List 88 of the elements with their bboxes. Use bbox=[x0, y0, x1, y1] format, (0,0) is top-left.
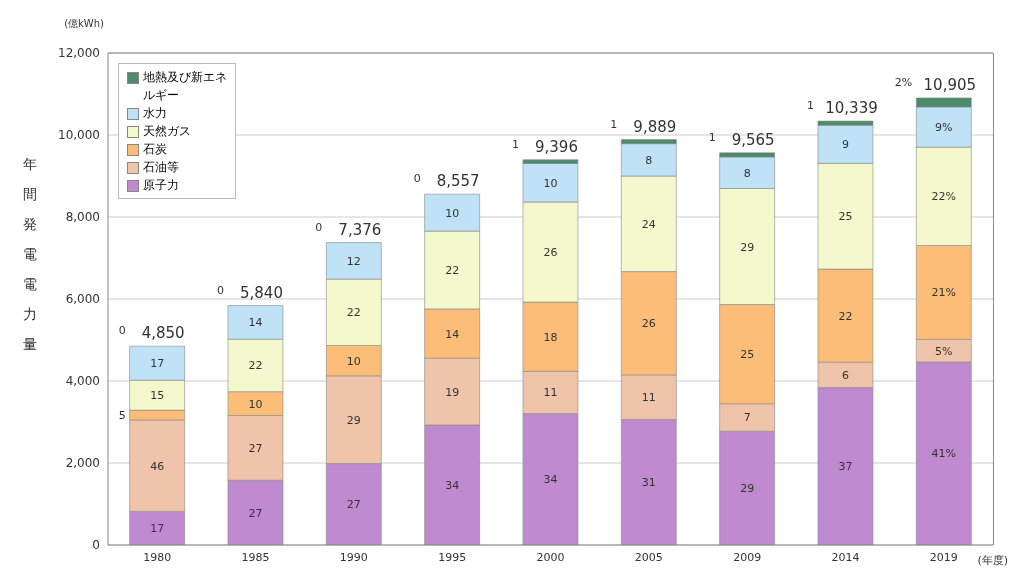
annotation: 25 bbox=[740, 348, 755, 362]
annotation: 22 bbox=[838, 309, 853, 323]
annotation: 5 bbox=[118, 409, 126, 423]
annotation: 14 bbox=[248, 316, 263, 330]
legend-label: 水力 bbox=[143, 105, 167, 122]
legend-label: 石油等 bbox=[143, 159, 179, 176]
legend-label: 天然ガス bbox=[143, 123, 191, 140]
annotation: 29 bbox=[740, 240, 755, 254]
annotation: 27 bbox=[346, 498, 361, 512]
annotation: 1 bbox=[511, 137, 519, 151]
legend-label: 地熱及び新エネルギー bbox=[143, 69, 227, 104]
annotation: 6 bbox=[842, 368, 849, 382]
annotation: 26 bbox=[543, 246, 558, 260]
annotation: 0 bbox=[315, 220, 323, 234]
annotation: 0 bbox=[413, 172, 421, 186]
y-tick-label: 4,000 bbox=[65, 374, 100, 389]
annotation: 1 bbox=[610, 117, 618, 131]
x-tick-label: 1990 bbox=[339, 550, 368, 564]
annotation: 19 bbox=[445, 385, 460, 399]
x-tick-label: 1980 bbox=[143, 550, 172, 564]
y-tick-label: 0 bbox=[92, 538, 100, 553]
y-axis-title: 年間発電電力量 bbox=[23, 156, 37, 352]
annotation: 1 bbox=[708, 130, 716, 144]
annotation: 34 bbox=[543, 473, 558, 487]
y-tick-label: 6,000 bbox=[65, 292, 100, 307]
annotation: 11 bbox=[543, 386, 558, 400]
annotation: 10 bbox=[248, 397, 263, 411]
annotation: 37 bbox=[838, 460, 853, 474]
y-tick-label: 2,000 bbox=[65, 456, 100, 471]
annotation: 29 bbox=[346, 413, 361, 427]
annotation: 18 bbox=[543, 330, 558, 344]
total-label: 8,557 bbox=[436, 172, 480, 191]
annotation: 10 bbox=[346, 354, 361, 368]
annotation: 8 bbox=[645, 153, 653, 167]
x-tick-label: 2009 bbox=[733, 550, 762, 564]
annotation: 22% bbox=[931, 190, 957, 204]
total-label: 10,339 bbox=[825, 99, 878, 118]
annotation: 0 bbox=[118, 324, 126, 338]
annotation: 25 bbox=[838, 210, 853, 224]
annotation: 26 bbox=[641, 317, 656, 331]
y-tick-label: 10,000 bbox=[58, 128, 100, 143]
annotation: 15 bbox=[150, 389, 165, 403]
legend-label: 原子力 bbox=[143, 177, 179, 194]
annotation: 10 bbox=[543, 176, 558, 190]
annotation: 10 bbox=[445, 206, 460, 220]
annotation: 9% bbox=[935, 121, 953, 135]
y-tick-label: 8,000 bbox=[65, 210, 100, 225]
annotation: 22 bbox=[248, 359, 263, 373]
total-label: 9,565 bbox=[731, 130, 775, 149]
x-tick-label: 2019 bbox=[929, 550, 958, 564]
x-tick-label: 2005 bbox=[634, 550, 663, 564]
total-label: 10,905 bbox=[923, 75, 977, 94]
total-label: 9,889 bbox=[633, 117, 677, 136]
total-label: 5,840 bbox=[240, 283, 283, 302]
annotation: 11 bbox=[641, 391, 656, 405]
legend-label: 石炭 bbox=[143, 141, 167, 158]
annotation: 27 bbox=[248, 506, 263, 520]
annotation: 14 bbox=[445, 327, 460, 341]
annotation: 22 bbox=[445, 264, 460, 278]
annotation: 31 bbox=[641, 476, 656, 490]
x-tick-label: 2000 bbox=[536, 550, 565, 564]
total-label: 7,376 bbox=[338, 220, 382, 239]
annotation: 8 bbox=[743, 166, 751, 180]
x-axis-title: (年度) bbox=[977, 553, 1008, 568]
annotation: 27 bbox=[248, 441, 263, 455]
annotation: 22 bbox=[346, 306, 361, 320]
x-tick-label: 1995 bbox=[438, 550, 467, 564]
annotation: 17 bbox=[150, 357, 165, 371]
total-label: 9,396 bbox=[535, 137, 578, 156]
text: (億kWh) bbox=[64, 18, 105, 29]
x-tick-label: 1985 bbox=[241, 550, 270, 564]
annotation: 1 bbox=[806, 99, 814, 113]
annotation: 46 bbox=[150, 459, 165, 473]
annotation: 5% bbox=[935, 344, 953, 358]
total-label: 4,850 bbox=[141, 324, 185, 343]
annotation: 34 bbox=[445, 479, 460, 492]
annotation: 12 bbox=[346, 254, 361, 268]
y-tick-label: 12,000 bbox=[58, 46, 100, 61]
annotation: 24 bbox=[641, 217, 656, 231]
annotation: 17 bbox=[150, 522, 165, 536]
annotation: 21% bbox=[931, 286, 957, 300]
annotation: 9 bbox=[842, 138, 849, 152]
annotation: 2% bbox=[894, 75, 913, 89]
annotation: 29 bbox=[740, 482, 755, 496]
annotation: 0 bbox=[216, 283, 224, 297]
x-tick-label: 2014 bbox=[831, 550, 860, 564]
annotation: 41% bbox=[931, 447, 957, 461]
annotation: 7 bbox=[743, 411, 751, 425]
